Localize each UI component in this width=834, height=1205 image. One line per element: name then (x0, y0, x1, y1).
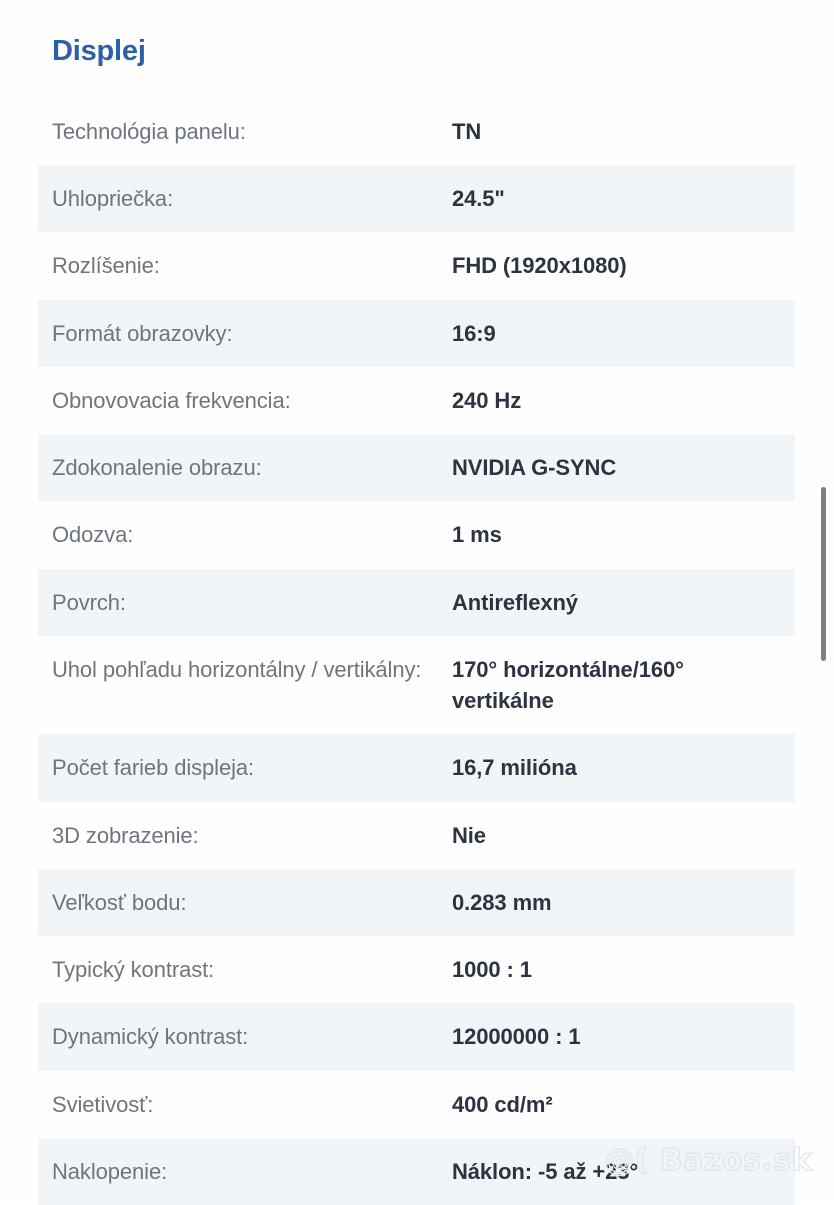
spec-label: Rozlíšenie: (52, 253, 160, 279)
row-cells: Povrch: Antireflexný (0, 569, 834, 636)
spec-label: Obnovovacia frekvencia: (52, 387, 291, 413)
spec-label: Povrch: (52, 589, 126, 615)
table-row: 3D zobrazenie: Nie (0, 802, 834, 869)
table-row: Obnovovacia frekvencia: 240 Hz (0, 367, 834, 434)
row-cells: Typický kontrast: 1000 : 1 (0, 936, 834, 1003)
spec-value: 170° horizontálne/160° vertikálne (452, 656, 684, 714)
spec-value: Nie (452, 822, 486, 848)
spec-value: TN (452, 119, 482, 144)
spec-label: Technológia panelu: (52, 119, 246, 144)
row-cells: Veľkosť bodu: 0.283 mm (0, 869, 834, 936)
row-cells: Formát obrazovky: 16:9 (0, 300, 834, 367)
spec-label: Typický kontrast: (52, 957, 215, 983)
row-background (38, 165, 795, 233)
row-cells: Naklopenie: Náklon: -5 až +23° (0, 1138, 834, 1205)
table-row: Uhlopriečka: 24.5" (0, 165, 834, 233)
spec-value: Antireflexný (452, 589, 578, 615)
table-row: Povrch: Antireflexný (0, 568, 834, 636)
table-row: Uhol pohľadu horizontálny / vertikálny: 1… (0, 636, 834, 734)
row-cells: Odozva: 1 ms (0, 501, 834, 568)
spec-label: Dynamický kontrast: (52, 1024, 249, 1050)
row-cells: Počet farieb displeja: 16,7 milióna (0, 734, 834, 801)
table-row: Formát obrazovky: 16:9 (0, 299, 834, 367)
row-cells: Technológia panelu: TN (0, 98, 834, 165)
row-cells: Uhol pohľadu horizontálny / vertikálny: 1… (0, 636, 834, 734)
spec-value: 0.283 mm (452, 889, 552, 915)
row-background (38, 568, 795, 636)
row-background (38, 1003, 795, 1071)
spec-label: Svietivosť: (52, 1091, 154, 1117)
spec-value: 240 Hz (452, 387, 522, 413)
spec-value: 24.5" (452, 186, 505, 212)
spec-label: Veľkosť bodu: (52, 889, 187, 915)
spec-label: 3D zobrazenie: (52, 822, 199, 848)
spec-label: Formát obrazovky: (52, 320, 233, 346)
table-row: Zdokonalenie obrazu: NVIDIA G-SYNC (0, 434, 834, 502)
row-background (38, 734, 795, 802)
table-row: Počet farieb displeja: 16,7 milióna (0, 734, 834, 802)
spec-value: 12000000 : 1 (452, 1024, 581, 1050)
table-row: Naklopenie: Náklon: -5 až +23° (0, 1137, 834, 1205)
spec-value: 16:9 (452, 320, 496, 346)
row-background (38, 1137, 795, 1205)
specifications-table: Technológia panelu: TN Uhlopriečka: 24.5" Ro… (0, 98, 834, 1205)
row-background (38, 299, 795, 367)
table-row: Typický kontrast: 1000 : 1 (0, 936, 834, 1003)
row-cells: Uhlopriečka: 24.5" (0, 165, 834, 232)
page-title: Displej (52, 35, 146, 67)
row-cells: 3D zobrazenie: Nie (0, 802, 834, 869)
table-row: Dynamický kontrast: 12000000 : 1 (0, 1003, 834, 1071)
spec-value: 400 cd/m² (452, 1091, 553, 1117)
row-cells: Zdokonalenie obrazu: NVIDIA G-SYNC (0, 434, 834, 501)
row-background (38, 868, 795, 937)
table-row: Rozlíšenie: FHD (1920x1080) (0, 232, 834, 299)
row-background (38, 434, 795, 502)
spec-label: Počet farieb displeja: (52, 755, 255, 781)
spec-label: Odozva: (52, 522, 134, 548)
spec-value: 16,7 milióna (452, 755, 577, 781)
table-row: Odozva: 1 ms (0, 501, 834, 568)
table-row: Technológia panelu: TN (0, 98, 834, 165)
row-cells: Obnovovacia frekvencia: 240 Hz (0, 367, 834, 434)
spec-label: Naklopenie: (52, 1158, 168, 1184)
spec-value: FHD (1920x1080) (452, 253, 627, 279)
spec-value: 1000 : 1 (452, 957, 532, 983)
row-cells: Dynamický kontrast: 12000000 : 1 (0, 1003, 834, 1070)
spec-value: Náklon: -5 až +23° (452, 1158, 639, 1184)
spec-label: Uhol pohľadu horizontálny / vertikálny: (52, 656, 422, 682)
spec-value: NVIDIA G-SYNC (452, 455, 617, 481)
scrollbar-thumb[interactable] (821, 487, 826, 661)
table-row: Veľkosť bodu: 0.283 mm (0, 868, 834, 937)
bazos-watermark: @( Bazos.sk (603, 1142, 812, 1178)
spec-label: Zdokonalenie obrazu: (52, 455, 262, 481)
spec-value: 1 ms (452, 522, 502, 548)
spec-label: Uhlopriečka: (52, 186, 174, 212)
table-row: Svietivosť: 400 cd/m² (0, 1071, 834, 1138)
row-cells: Rozlíšenie: FHD (1920x1080) (0, 232, 834, 299)
row-cells: Svietivosť: 400 cd/m² (0, 1071, 834, 1138)
